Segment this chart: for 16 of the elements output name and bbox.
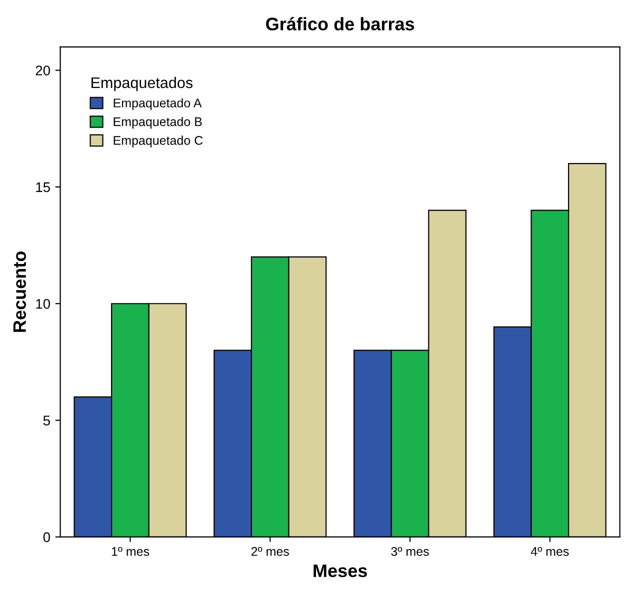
y-tick-label: 0 bbox=[43, 532, 50, 542]
x-tick-label: 4º mes bbox=[530, 547, 569, 556]
chart-title: Gráfico de barras bbox=[266, 17, 414, 30]
y-tick-label: 15 bbox=[36, 182, 50, 192]
x-tick-label: 2º mes bbox=[251, 547, 289, 556]
legend-label: Empaquetado C bbox=[114, 136, 203, 148]
y-tick-label: 5 bbox=[43, 416, 50, 426]
legend-label: Empaquetado B bbox=[114, 116, 202, 129]
x-axis-title: Meses bbox=[314, 564, 367, 578]
y-tick-label: 20 bbox=[36, 66, 50, 76]
y-axis-title: Recuento bbox=[13, 252, 26, 332]
legend-label: Empaquetado A bbox=[114, 98, 202, 110]
x-tick-label: 3º mes bbox=[391, 547, 429, 556]
y-tick-label: 10 bbox=[36, 298, 50, 309]
legend-title: Empaquetados bbox=[92, 76, 193, 92]
x-tick-label: 1º mes bbox=[112, 547, 150, 556]
